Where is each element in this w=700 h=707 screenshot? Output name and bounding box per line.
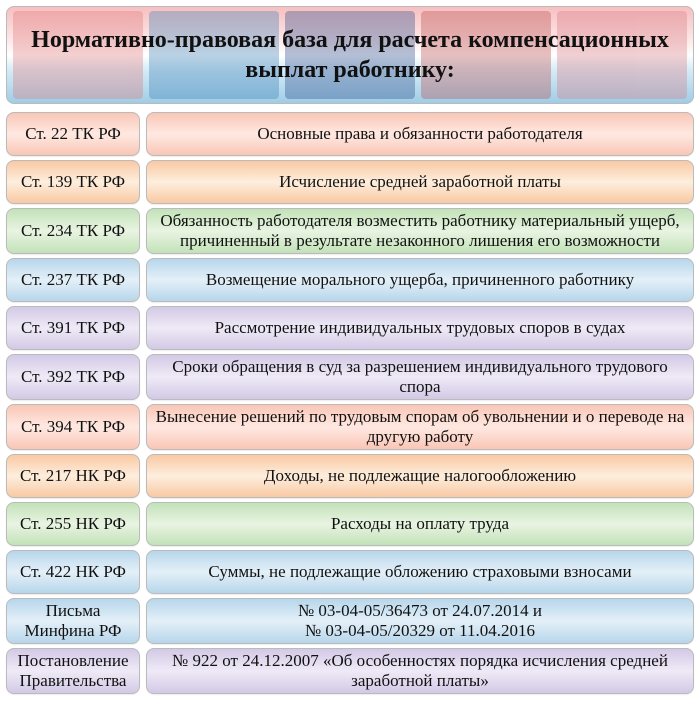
table-row: Ст. 422 НК РФСуммы, не подлежащие обложе…: [6, 550, 694, 594]
law-description: Сроки обращения в суд за разрешением инд…: [146, 354, 694, 400]
law-reference: Ст. 139 ТК РФ: [6, 160, 140, 204]
table-row: Ст. 237 ТК РФВозмещение морального ущерб…: [6, 258, 694, 302]
law-description: № 03-04-05/36473 от 24.07.2014 и№ 03-04-…: [146, 598, 694, 644]
header-panel: Нормативно-правовая база для расчета ком…: [6, 6, 694, 104]
law-description: № 922 от 24.12.2007 «Об особенностях пор…: [146, 648, 694, 694]
table-row: Ст. 255 НК РФРасходы на оплату труда: [6, 502, 694, 546]
table-row: Ст. 217 НК РФДоходы, не подлежащие налог…: [6, 454, 694, 498]
table-row: Постановление Правительства№ 922 от 24.1…: [6, 648, 694, 694]
law-reference: Ст. 22 ТК РФ: [6, 112, 140, 156]
table-row: Ст. 139 ТК РФИсчисление средней заработн…: [6, 160, 694, 204]
page-title: Нормативно-правовая база для расчета ком…: [19, 25, 681, 85]
law-reference: Ст. 391 ТК РФ: [6, 306, 140, 350]
law-description: Возмещение морального ущерба, причиненно…: [146, 258, 694, 302]
law-reference: Ст. 394 ТК РФ: [6, 404, 140, 450]
law-description: Суммы, не подлежащие обложению страховым…: [146, 550, 694, 594]
table-row: Ст. 394 ТК РФВынесение решений по трудов…: [6, 404, 694, 450]
law-reference: Ст. 392 ТК РФ: [6, 354, 140, 400]
table-row: Ст. 234 ТК РФОбязанность работодателя во…: [6, 208, 694, 254]
law-description: Вынесение решений по трудовым спорам об …: [146, 404, 694, 450]
table-row: Письма Минфина РФ№ 03-04-05/36473 от 24.…: [6, 598, 694, 644]
law-description: Основные права и обязанности работодател…: [146, 112, 694, 156]
law-reference: Письма Минфина РФ: [6, 598, 140, 644]
table-row: Ст. 22 ТК РФОсновные права и обязанности…: [6, 112, 694, 156]
law-description: Обязанность работодателя возместить рабо…: [146, 208, 694, 254]
law-reference: Ст. 237 ТК РФ: [6, 258, 140, 302]
law-description: Исчисление средней заработной платы: [146, 160, 694, 204]
law-reference: Ст. 255 НК РФ: [6, 502, 140, 546]
table-row: Ст. 391 ТК РФРассмотрение индивидуальных…: [6, 306, 694, 350]
law-reference: Постановление Правительства: [6, 648, 140, 694]
law-description: Расходы на оплату труда: [146, 502, 694, 546]
law-reference: Ст. 217 НК РФ: [6, 454, 140, 498]
law-description: Доходы, не подлежащие налогообложению: [146, 454, 694, 498]
law-description: Рассмотрение индивидуальных трудовых спо…: [146, 306, 694, 350]
law-table: Ст. 22 ТК РФОсновные права и обязанности…: [6, 112, 694, 694]
law-reference: Ст. 234 ТК РФ: [6, 208, 140, 254]
law-reference: Ст. 422 НК РФ: [6, 550, 140, 594]
table-row: Ст. 392 ТК РФСроки обращения в суд за ра…: [6, 354, 694, 400]
